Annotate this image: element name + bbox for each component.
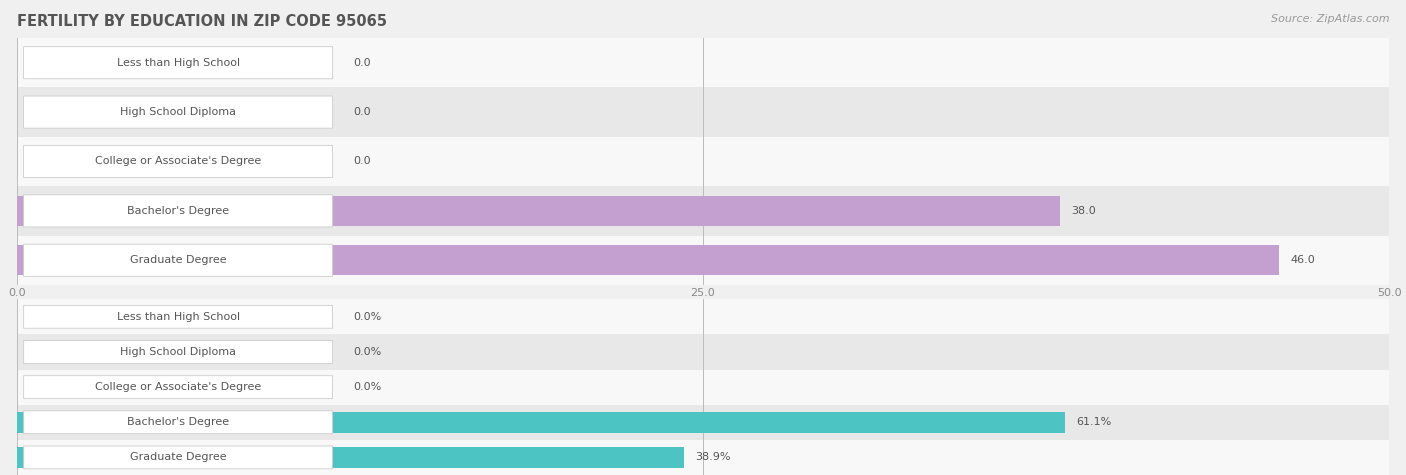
Text: 0.0: 0.0 [353, 57, 371, 68]
Bar [17, 370, 1389, 405]
FancyBboxPatch shape [24, 195, 333, 227]
FancyBboxPatch shape [24, 145, 333, 178]
Text: 46.0: 46.0 [1291, 255, 1315, 266]
Bar [17, 299, 1389, 334]
FancyBboxPatch shape [24, 446, 333, 469]
FancyBboxPatch shape [24, 341, 333, 363]
Text: 38.9%: 38.9% [695, 452, 731, 463]
Bar [17, 236, 1389, 285]
Text: Source: ZipAtlas.com: Source: ZipAtlas.com [1271, 14, 1389, 24]
Bar [17, 440, 1389, 475]
Text: Less than High School: Less than High School [117, 57, 239, 68]
Text: Bachelor's Degree: Bachelor's Degree [127, 206, 229, 216]
Text: Less than High School: Less than High School [117, 312, 239, 322]
FancyBboxPatch shape [24, 411, 333, 434]
Text: 0.0%: 0.0% [353, 382, 381, 392]
Text: 61.1%: 61.1% [1076, 417, 1111, 428]
FancyBboxPatch shape [24, 96, 333, 128]
Bar [17, 137, 1389, 186]
Bar [17, 412, 1064, 433]
FancyBboxPatch shape [24, 305, 333, 328]
Bar [17, 447, 685, 468]
FancyBboxPatch shape [24, 244, 333, 276]
Text: Graduate Degree: Graduate Degree [129, 452, 226, 463]
Text: High School Diploma: High School Diploma [120, 107, 236, 117]
Text: Graduate Degree: Graduate Degree [129, 255, 226, 266]
Text: 0.0%: 0.0% [353, 347, 381, 357]
Text: 0.0: 0.0 [353, 107, 371, 117]
FancyBboxPatch shape [24, 47, 333, 79]
Text: 38.0: 38.0 [1071, 206, 1095, 216]
Text: FERTILITY BY EDUCATION IN ZIP CODE 95065: FERTILITY BY EDUCATION IN ZIP CODE 95065 [17, 14, 387, 29]
Bar [17, 38, 1389, 87]
Bar [17, 87, 1389, 137]
Text: 0.0: 0.0 [353, 156, 371, 167]
FancyBboxPatch shape [24, 376, 333, 399]
Text: College or Associate's Degree: College or Associate's Degree [96, 156, 262, 167]
Bar [17, 196, 1060, 226]
Text: Bachelor's Degree: Bachelor's Degree [127, 417, 229, 428]
Bar [17, 405, 1389, 440]
Bar [17, 246, 1279, 275]
Text: High School Diploma: High School Diploma [120, 347, 236, 357]
Bar [17, 334, 1389, 370]
Bar [17, 186, 1389, 236]
Text: 0.0%: 0.0% [353, 312, 381, 322]
Text: College or Associate's Degree: College or Associate's Degree [96, 382, 262, 392]
